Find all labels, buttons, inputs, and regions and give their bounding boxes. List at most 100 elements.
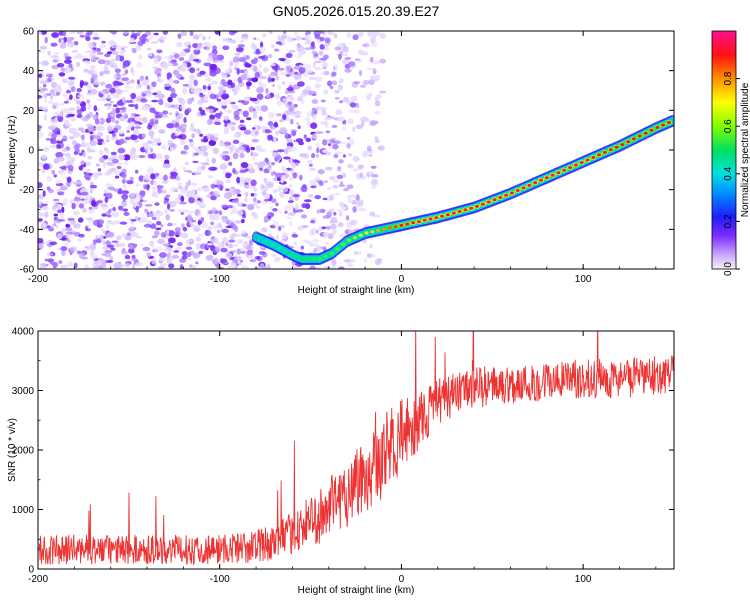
noise-speckle [352,155,359,163]
noise-speckle [344,57,352,60]
noise-speckle [240,218,245,224]
noise-speckle [182,86,187,94]
noise-speckle [288,49,296,54]
noise-speckle [106,51,113,55]
noise-speckle [274,121,278,128]
noise-speckle [195,236,202,242]
noise-speckle [166,63,174,67]
noise-speckle [213,246,220,254]
noise-speckle [111,211,120,218]
noise-speckle [122,106,127,113]
noise-speckle [86,217,93,220]
noise-speckle [312,243,319,247]
noise-speckle [261,33,267,38]
noise-speckle [331,71,337,77]
noise-speckle [243,96,250,102]
noise-speckle [353,81,361,85]
x-tick-label: -200 [28,274,48,285]
colorbar-tick-label: 0.2 [723,214,734,228]
noise-speckle [219,185,223,191]
noise-speckle [233,92,238,96]
noise-speckle [165,194,171,198]
noise-speckle [352,34,359,41]
noise-speckle [85,195,93,200]
noise-speckle [364,257,368,264]
noise-speckle [341,53,349,57]
noise-speckle [242,214,246,219]
noise-speckle [90,253,98,260]
ridge-core [265,240,270,244]
noise-speckle [230,39,237,44]
noise-speckle [40,31,47,35]
noise-speckle [246,250,253,256]
noise-speckle [70,86,76,93]
noise-speckle [55,140,64,144]
noise-speckle [336,209,344,213]
noise-speckle [134,123,140,126]
noise-speckle [180,31,188,37]
noise-speckle [374,95,380,103]
noise-speckle [43,83,47,88]
noise-speckle [297,125,301,129]
noise-speckle [78,152,84,156]
noise-speckle [288,96,295,101]
noise-speckle [310,122,318,129]
noise-speckle [177,33,182,39]
noise-speckle [124,262,131,268]
noise-speckle [82,207,87,213]
noise-speckle [338,211,343,217]
noise-speckle [161,180,169,184]
noise-speckle [185,191,192,198]
noise-speckle [177,246,183,250]
noise-speckle [286,87,295,92]
noise-speckle [162,163,171,169]
noise-speckle [114,220,121,224]
noise-speckle [309,167,316,171]
noise-speckle [76,88,82,93]
noise-speckle [89,184,98,189]
noise-speckle [156,49,163,54]
noise-speckle [160,231,167,238]
noise-speckle [133,32,141,37]
noise-speckle [209,108,214,114]
noise-speckle [362,80,370,85]
noise-speckle [278,210,282,214]
noise-speckle [372,68,377,75]
noise-speckle [60,264,68,269]
noise-speckle [72,210,80,216]
noise-speckle [86,99,91,104]
noise-speckle [124,100,133,103]
noise-speckle [63,36,67,43]
noise-speckle [198,203,206,209]
noise-speckle [52,223,57,227]
noise-speckle [268,53,273,59]
noise-speckle [164,246,172,252]
noise-speckle [93,172,99,176]
noise-speckle [129,37,135,43]
noise-speckle [248,108,254,113]
noise-speckle [287,90,296,94]
noise-speckle [85,123,93,128]
noise-speckle [189,141,195,148]
noise-speckle [148,53,153,57]
noise-speckle [250,97,258,102]
noise-speckle [306,111,313,117]
noise-speckle [174,130,179,137]
noise-speckle [91,134,99,140]
noise-speckle [119,55,124,62]
noise-speckle [159,190,167,194]
noise-speckle [42,222,46,227]
ridge-core [445,213,450,217]
noise-speckle [124,115,129,119]
noise-speckle [84,173,91,180]
noise-speckle [261,54,269,62]
noise-speckle [331,259,337,266]
noise-speckle [170,171,178,177]
noise-speckle [244,197,248,203]
noise-speckle [310,220,315,224]
noise-speckle [115,235,122,241]
noise-speckle [114,120,120,125]
noise-speckle [313,53,319,57]
noise-speckle [333,153,339,159]
ridge-core [666,121,671,124]
